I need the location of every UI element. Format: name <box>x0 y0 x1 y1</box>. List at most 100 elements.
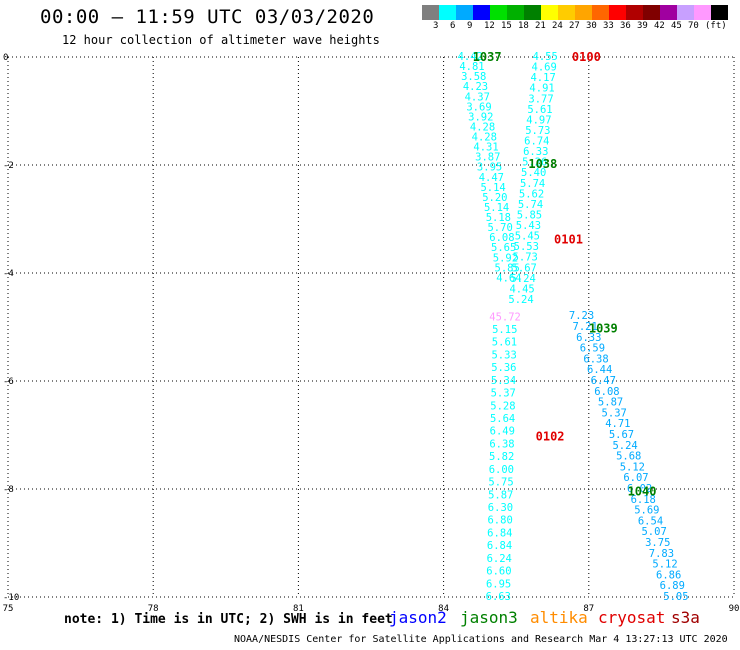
wave-height-value: 5.53 <box>514 241 539 253</box>
wave-height-value: 6.00 <box>489 464 514 476</box>
wave-height-value: 4.37 <box>465 91 490 103</box>
wave-height-value: 6.02 <box>627 483 652 495</box>
wave-height-value: 6.60 <box>486 566 511 578</box>
wave-height-value: 5.82 <box>489 451 514 463</box>
wave-height-value: 5.18 <box>486 212 511 224</box>
wave-height-value: 3.77 <box>528 93 553 105</box>
wave-height-value: 6.38 <box>489 438 514 450</box>
color-scale-label: 30 <box>586 21 597 31</box>
color-scale-label: 24 <box>552 21 563 31</box>
wave-height-value: 5.07 <box>641 526 666 538</box>
wave-height-value: 4.55 <box>533 51 558 63</box>
wave-height-value: 5.12 <box>652 559 677 571</box>
wave-height-value: 6.47 <box>591 375 616 387</box>
wave-height-value: 5.85 <box>517 209 542 221</box>
wave-height-value: 6.84 <box>487 527 512 539</box>
wave-height-value: 5.24 <box>510 273 535 285</box>
wave-height-value: 6.80 <box>487 515 512 527</box>
color-swatch <box>592 5 609 20</box>
wave-height-value: 6.33 <box>523 146 548 158</box>
wave-height-value: 5.05 <box>663 591 688 603</box>
color-swatch <box>694 5 711 20</box>
color-swatch <box>626 5 643 20</box>
wave-height-value: 5.67 <box>512 262 537 274</box>
pass-time-label: 1037 <box>473 50 502 64</box>
color-scale-label: 70 <box>688 21 699 31</box>
wave-height-value: 5.61 <box>527 104 552 116</box>
wave-height-value: 5.74 <box>518 199 543 211</box>
wave-height-value: 5.24 <box>612 440 637 452</box>
color-swatch <box>711 5 728 20</box>
wave-height-value: 45.72 <box>489 311 521 323</box>
x-tick-label: 87 <box>583 604 594 614</box>
wave-height-value: 6.59 <box>580 343 605 355</box>
color-swatch <box>677 5 694 20</box>
x-tick-label: 75 <box>3 604 14 614</box>
x-tick-label: 81 <box>293 604 304 614</box>
color-scale-label: 9 <box>467 21 473 31</box>
wave-height-value: 6.95 <box>486 578 511 590</box>
wave-height-value: 5.70 <box>487 222 512 234</box>
pass-time-label: 1039 <box>589 322 618 336</box>
wave-height-value: 5.34 <box>491 375 516 387</box>
wave-height-value: 6.84 <box>487 540 512 552</box>
color-scale-label: 15 <box>501 21 512 31</box>
wave-height-value: 4.64 <box>496 272 521 284</box>
wave-height-value: 4.31 <box>473 142 498 154</box>
wave-height-value: 4.71 <box>605 418 630 430</box>
wave-height-value: 3.92 <box>468 111 493 123</box>
wave-height-value: 5.73 <box>513 252 538 264</box>
wave-height-value: 6.74 <box>524 136 549 148</box>
wave-height-value: 5.33 <box>491 349 516 361</box>
color-swatch <box>558 5 575 20</box>
wave-height-value: 7.21 <box>573 321 598 333</box>
wave-height-value: 4.17 <box>530 72 555 84</box>
color-scale-label: 6 <box>450 21 456 31</box>
pass-time-label: 1038 <box>528 157 557 171</box>
wave-height-value: 5.68 <box>616 451 641 463</box>
wave-height-value: 5.69 <box>634 505 659 517</box>
note-text: note: 1) Time is in UTC; 2) SWH is in fe… <box>64 612 393 627</box>
wave-height-value: 5.15 <box>492 324 517 336</box>
wave-height-value: 5.61 <box>492 337 517 349</box>
wave-height-value: 3.95 <box>477 162 502 174</box>
wave-height-value: 5.14 <box>480 182 505 194</box>
wave-height-value: 6.63 <box>486 591 511 603</box>
wave-height-value: 5.87 <box>598 397 623 409</box>
wave-height-value: 5.67 <box>609 429 634 441</box>
wave-height-value: 5.40 <box>521 167 546 179</box>
wave-height-value: 5.85 <box>495 262 520 274</box>
wave-height-value: 6.08 <box>594 386 619 398</box>
y-tick-label: -2 <box>3 161 14 171</box>
color-swatch <box>609 5 626 20</box>
wave-height-value: 5.73 <box>525 125 550 137</box>
color-scale-label: 27 <box>569 21 580 31</box>
wave-height-value: 4.47 <box>479 172 504 184</box>
wave-height-value: 6.33 <box>576 332 601 344</box>
color-scale-label: 33 <box>603 21 614 31</box>
y-tick-label: -6 <box>3 377 14 387</box>
wave-height-value: 3.87 <box>475 152 500 164</box>
footer-credit: NOAA/NESDIS Center for Satellite Applica… <box>234 634 728 645</box>
wave-height-value: 5.20 <box>482 192 507 204</box>
wave-height-value: 5.64 <box>490 413 515 425</box>
wave-height-value: 4.69 <box>532 62 557 74</box>
chart-title: 00:00 – 11:59 UTC 03/03/2020 <box>40 6 375 28</box>
x-tick-label: 78 <box>148 604 159 614</box>
color-swatch <box>456 5 473 20</box>
color-swatch <box>660 5 677 20</box>
wave-height-value: 5.24 <box>508 294 533 306</box>
satellite-legend-jason2: jason2 <box>389 608 447 627</box>
color-scale-label: 3 <box>433 21 439 31</box>
color-scale-label: 42 <box>654 21 665 31</box>
satellite-legend-s3a: s3a <box>671 608 700 627</box>
wave-height-value: 5.14 <box>484 202 509 214</box>
x-tick-label: 90 <box>729 604 740 614</box>
wave-height-value: 5.62 <box>519 188 544 200</box>
wave-height-value: 5.75 <box>488 477 513 489</box>
color-swatch <box>473 5 490 20</box>
wave-height-value: 6.89 <box>660 580 685 592</box>
color-scale-label: 45 <box>671 21 682 31</box>
color-swatch <box>439 5 456 20</box>
color-swatch <box>507 5 524 20</box>
